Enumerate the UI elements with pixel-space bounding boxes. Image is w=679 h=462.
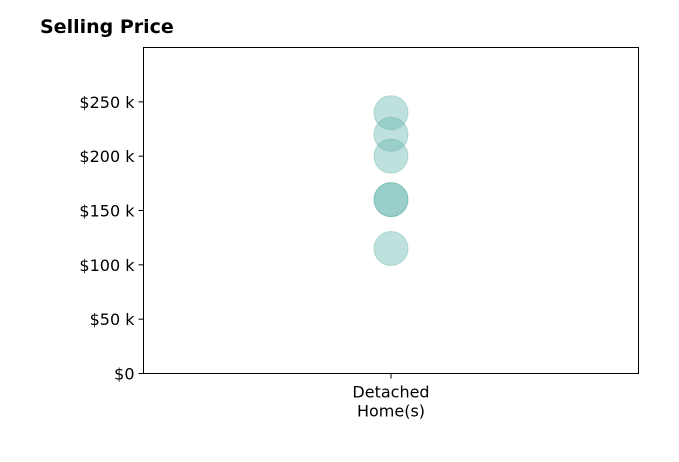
data-point [373, 182, 409, 218]
data-point [373, 138, 409, 174]
y-tick-label: $0 [114, 365, 134, 384]
y-tick-label: $50 k [90, 310, 136, 329]
data-point [373, 231, 409, 267]
data-point [373, 116, 409, 152]
y-tick-label: $250 k [79, 93, 135, 112]
x-axis: Detached Home(s) [352, 373, 430, 421]
x-tick-label: Detached Home(s) [352, 383, 429, 421]
data-point [373, 95, 409, 131]
y-tick-label: $200 k [79, 147, 135, 166]
y-axis: $0 $50 k $100 k $150 k $200 k $250 k [79, 93, 144, 384]
chart-title: Selling Price [40, 16, 174, 38]
y-tick-label: $150 k [79, 202, 135, 221]
y-tick-label: $100 k [79, 256, 135, 275]
points-layer [373, 95, 409, 267]
data-point [373, 182, 409, 218]
